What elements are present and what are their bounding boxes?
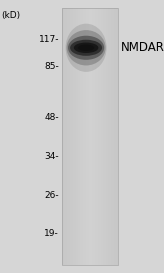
Ellipse shape	[67, 30, 106, 66]
Bar	[99, 8, 100, 265]
Bar	[98, 8, 99, 265]
Bar	[112, 8, 113, 265]
Bar	[82, 8, 83, 265]
Text: 26-: 26-	[44, 191, 59, 200]
Bar	[64, 8, 65, 265]
Text: NMDAR1: NMDAR1	[121, 41, 164, 54]
Text: 34-: 34-	[44, 153, 59, 161]
Bar	[93, 8, 94, 265]
Bar	[117, 8, 118, 265]
Bar	[75, 8, 76, 265]
Bar	[91, 8, 92, 265]
Bar	[87, 8, 88, 265]
Bar	[83, 8, 84, 265]
Bar	[115, 8, 116, 265]
Bar	[110, 8, 111, 265]
Bar	[106, 8, 107, 265]
Bar	[111, 8, 112, 265]
Bar	[72, 8, 73, 265]
Bar	[77, 8, 78, 265]
Bar	[79, 8, 80, 265]
Ellipse shape	[74, 43, 98, 53]
Bar	[66, 8, 67, 265]
Ellipse shape	[66, 24, 107, 72]
Text: 48-: 48-	[44, 113, 59, 122]
Bar	[63, 8, 64, 265]
Bar	[105, 8, 106, 265]
Bar	[88, 8, 89, 265]
Bar	[68, 8, 69, 265]
Bar	[95, 8, 96, 265]
Bar	[86, 8, 87, 265]
Bar	[81, 8, 82, 265]
Ellipse shape	[68, 36, 104, 60]
Bar	[74, 8, 75, 265]
Bar	[102, 8, 103, 265]
Bar	[71, 8, 72, 265]
Bar	[101, 8, 102, 265]
Bar	[69, 8, 70, 265]
Bar	[113, 8, 114, 265]
Bar	[97, 8, 98, 265]
Bar	[109, 8, 110, 265]
Text: 117-: 117-	[39, 35, 59, 44]
Bar	[90, 8, 91, 265]
Bar	[96, 8, 97, 265]
Text: 85-: 85-	[44, 63, 59, 71]
Bar	[100, 8, 101, 265]
Bar	[62, 8, 63, 265]
Bar	[89, 8, 90, 265]
Bar	[116, 8, 117, 265]
Bar	[70, 8, 71, 265]
Bar	[67, 8, 68, 265]
Bar	[73, 8, 74, 265]
Bar	[62, 8, 118, 265]
Bar	[107, 8, 108, 265]
Bar	[94, 8, 95, 265]
Bar	[80, 8, 81, 265]
Bar	[84, 8, 85, 265]
Text: (kD): (kD)	[2, 11, 21, 20]
Bar	[108, 8, 109, 265]
Text: 19-: 19-	[44, 229, 59, 238]
Bar	[65, 8, 66, 265]
Bar	[92, 8, 93, 265]
Bar	[104, 8, 105, 265]
Ellipse shape	[78, 44, 94, 51]
Bar	[76, 8, 77, 265]
Bar	[103, 8, 104, 265]
Bar	[85, 8, 86, 265]
Bar	[78, 8, 79, 265]
Ellipse shape	[70, 40, 102, 56]
Bar	[114, 8, 115, 265]
